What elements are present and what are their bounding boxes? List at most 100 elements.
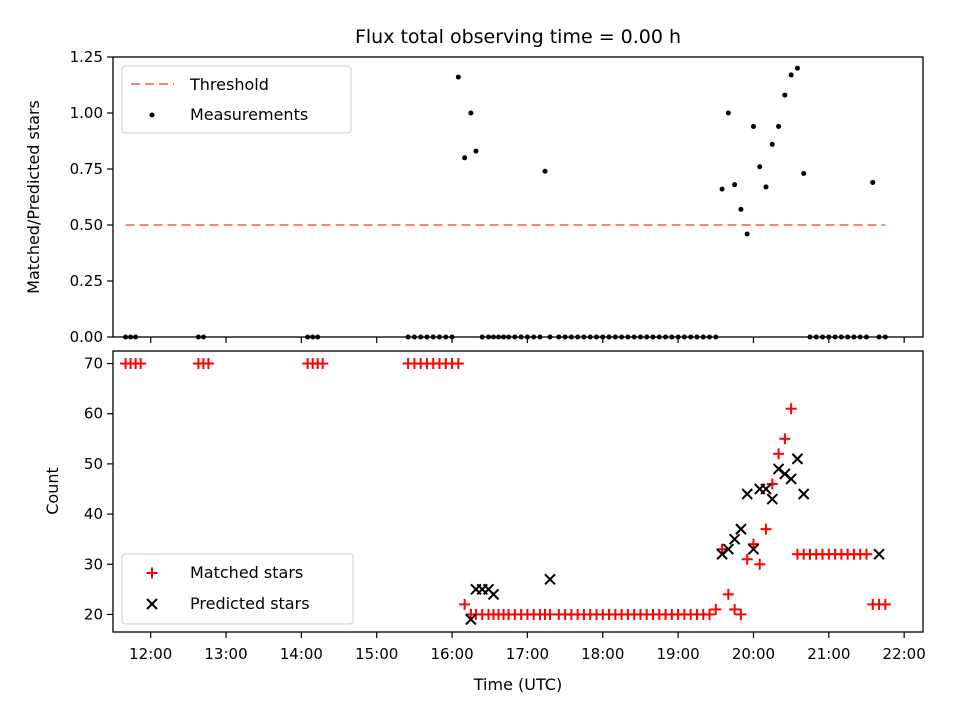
predicted-star-point <box>766 493 779 505</box>
measurement-point <box>719 186 725 192</box>
predicted-star-point <box>735 523 747 535</box>
measurement-point <box>763 184 769 190</box>
cross-stroke-b <box>760 483 772 495</box>
measurement-point <box>801 170 807 176</box>
measurement-point <box>788 72 794 78</box>
matched-star-point <box>452 358 464 370</box>
count-legend-box <box>121 553 354 625</box>
ratio-plot-frame <box>112 56 924 338</box>
matched-star-point <box>766 478 778 490</box>
cross-stroke-b <box>747 543 760 555</box>
measurement-point <box>732 182 738 188</box>
measurement-point <box>725 110 731 116</box>
legend-matched-swatch <box>146 567 158 579</box>
y-tick-label: 20 <box>84 605 103 623</box>
matched-star-point <box>785 403 797 415</box>
x-tick-label: 19:00 <box>656 645 699 663</box>
legend-measurement-label: Measurements <box>190 105 308 124</box>
matched-star-point <box>860 548 872 560</box>
measurement-point <box>738 206 744 212</box>
x-tick-label: 22:00 <box>883 645 926 663</box>
matched-stars-points <box>120 358 891 620</box>
predicted-star-point <box>785 473 797 485</box>
matched-star-point <box>729 603 741 615</box>
x-tick-label: 17:00 <box>506 645 549 663</box>
matched-star-point <box>459 598 471 610</box>
predicted-star-point <box>873 548 885 560</box>
predicted-star-point <box>741 488 753 500</box>
ratio-legend: Threshold Measurements <box>121 65 352 134</box>
count-legend: Matched stars Predicted stars <box>121 553 354 625</box>
measurement-point <box>870 179 876 185</box>
ratio-y-ticks: 0.00 0.25 0.50 0.75 1.00 1.25 <box>70 48 113 346</box>
measurement-point <box>744 231 750 237</box>
predicted-star-point <box>797 488 810 500</box>
matched-star-point <box>710 603 722 615</box>
cross-stroke-b <box>873 548 885 560</box>
x-tick-label: 20:00 <box>732 645 775 663</box>
cross-stroke-b <box>544 573 556 586</box>
y-tick-label: 0.75 <box>70 160 103 178</box>
y-tick-label: 40 <box>84 505 103 523</box>
y-tick-label: 60 <box>84 405 103 423</box>
predicted-star-point <box>722 543 735 555</box>
x-tick-label: 13:00 <box>204 645 247 663</box>
matched-star-point <box>754 558 766 570</box>
cross-stroke-b <box>728 533 741 545</box>
x-tick-label: 12:00 <box>129 645 172 663</box>
y-tick-label: 30 <box>84 555 103 573</box>
predicted-star-point <box>760 483 772 495</box>
predicted-star-point <box>487 588 500 601</box>
measurement-point <box>462 155 468 161</box>
predicted-star-point <box>544 573 556 586</box>
cross-stroke-b <box>766 493 779 505</box>
ratio-y-axis-label: Matched/Predicted stars <box>24 100 43 294</box>
cross-stroke-b <box>482 583 495 596</box>
legend-plus-marker <box>146 567 158 579</box>
matched-star-point <box>317 358 329 370</box>
measurement-point <box>769 141 775 147</box>
measurement-point <box>750 123 756 129</box>
measurement-point <box>757 164 763 170</box>
measurement-point <box>794 65 800 71</box>
measurement-point <box>776 123 782 129</box>
cross-stroke-b <box>772 463 785 475</box>
y-tick-label: 1.25 <box>70 48 103 66</box>
cross-stroke-b <box>487 588 500 601</box>
count-y-axis-label: Count <box>43 467 62 515</box>
matched-star-point <box>735 608 747 620</box>
x-tick-label: 16:00 <box>430 645 473 663</box>
x-tick-label: 21:00 <box>807 645 850 663</box>
matched-star-point <box>879 598 891 610</box>
measurement-point <box>782 92 788 98</box>
measurement-point <box>473 148 479 154</box>
matched-star-point <box>202 358 214 370</box>
y-tick-label: 70 <box>84 355 103 373</box>
y-tick-label: 0.00 <box>70 328 103 346</box>
matched-star-point <box>741 553 753 565</box>
count-plot-frame <box>112 350 924 633</box>
cross-stroke-b <box>465 613 477 626</box>
predicted-star-point <box>728 533 741 545</box>
y-tick-label: 0.50 <box>70 216 103 234</box>
predicted-star-point <box>747 543 760 555</box>
legend-measurement-swatch <box>149 112 155 118</box>
x-tick-label: 18:00 <box>581 645 624 663</box>
legend-predicted-label: Predicted stars <box>190 594 310 613</box>
cross-stroke-b <box>779 468 791 480</box>
cross-stroke-b <box>791 453 804 465</box>
matched-star-point <box>760 523 772 535</box>
cross-stroke-b <box>797 488 810 500</box>
cross-stroke-b <box>735 523 747 535</box>
predicted-stars-points <box>465 453 885 626</box>
count-x-ticks: 12:00 13:00 14:00 15:00 16:00 17:00 18:00 19:00… <box>129 632 926 663</box>
predicted-star-point <box>791 453 804 465</box>
x-axis-label: Time (UTC) <box>473 675 562 694</box>
y-tick-label: 0.25 <box>70 272 103 290</box>
y-tick-label: 50 <box>84 455 103 473</box>
legend-matched-label: Matched stars <box>190 563 303 582</box>
measurement-point <box>468 110 474 116</box>
ratio-legend-box <box>121 65 352 134</box>
matched-star-point <box>773 448 785 460</box>
